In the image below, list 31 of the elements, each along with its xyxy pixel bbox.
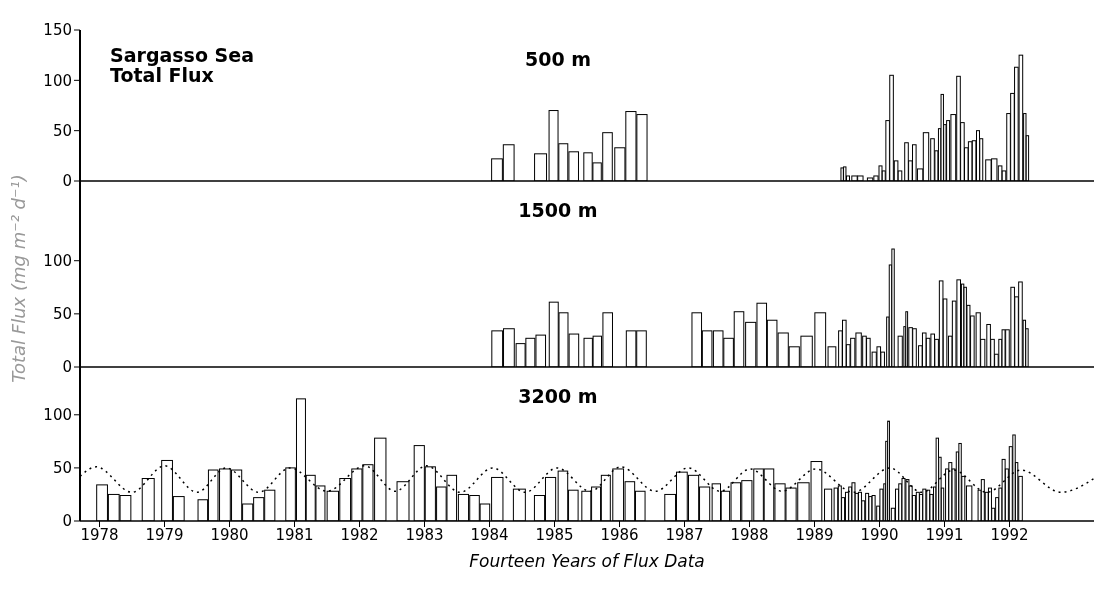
x-axis-title: Fourteen Years of Flux Data (468, 551, 706, 571)
y-tick-label: 0 (62, 512, 72, 531)
y-tick-label: 0 (62, 172, 72, 191)
x-tick-label: 1980 (210, 525, 249, 544)
y-tick-label: 50 (52, 121, 72, 140)
x-tick-label: 1992 (990, 525, 1029, 544)
y-tick-label: 50 (52, 305, 72, 324)
x-tick-label: 1988 (730, 525, 769, 544)
x-tick-label: 1978 (80, 525, 119, 544)
x-tick-label: 1982 (340, 525, 379, 544)
x-tick-label: 1985 (535, 525, 574, 544)
x-tick-label: 1987 (665, 525, 704, 544)
text: 1500 m (517, 199, 599, 221)
x-tick-label: 1979 (145, 525, 184, 544)
x-tick-label: 1984 (470, 525, 509, 544)
y-tick-label: 150 (43, 21, 72, 40)
x-tick-label: 1990 (860, 525, 899, 544)
text: Sargasso Sea Total Flux (110, 44, 255, 86)
y-axis-title: Total Flux (mg m⁻² d⁻¹) (7, 173, 29, 385)
y-tick-label: 100 (43, 406, 72, 425)
y-tick-label: 0 (62, 358, 72, 377)
y-tick-label: 100 (43, 252, 72, 271)
y-tick-label: 100 (43, 71, 72, 90)
x-tick-label: 1983 (405, 525, 444, 544)
x-tick-label: 1981 (275, 525, 314, 544)
text: 500 m (523, 48, 593, 70)
y-tick-label: 50 (52, 459, 72, 478)
x-tick-label: 1986 (600, 525, 639, 544)
text: 3200 m (517, 385, 599, 407)
x-tick-label: 1989 (795, 525, 834, 544)
x-tick-label: 1991 (925, 525, 964, 544)
